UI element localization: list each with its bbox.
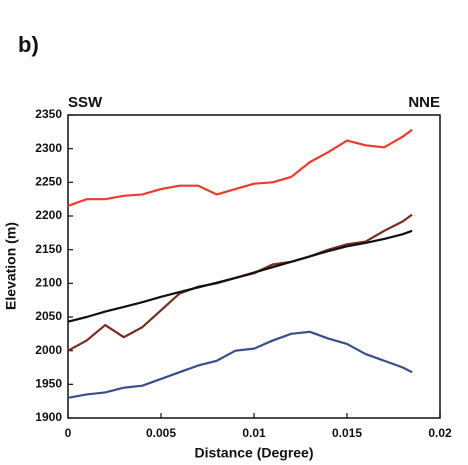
y-tick-label: 2100 <box>35 276 62 290</box>
x-axis-label: Distance (Degree) <box>194 445 313 461</box>
x-tick-label: 0.02 <box>428 426 452 440</box>
y-tick-label: 1900 <box>35 410 62 424</box>
y-tick-label: 2300 <box>35 141 62 155</box>
y-tick-label: 1950 <box>35 377 62 391</box>
y-tick-label: 2350 <box>35 107 62 121</box>
series-line <box>67 330 413 399</box>
series-line <box>67 229 413 323</box>
y-axis-label: Elevation (m) <box>3 222 19 310</box>
x-tick-label: 0.015 <box>332 426 362 440</box>
right-label: NNE <box>408 94 440 111</box>
x-tick-label: 0.005 <box>146 426 176 440</box>
y-tick-label: 2150 <box>35 242 62 256</box>
plot-frame <box>67 114 441 419</box>
series-line <box>67 213 413 352</box>
x-tick-label: 0 <box>65 426 72 440</box>
y-tick-label: 2200 <box>35 208 62 222</box>
chart-title: b) <box>18 32 39 57</box>
x-tick-label: 0.01 <box>242 426 266 440</box>
series-line <box>67 128 413 207</box>
y-tick-label: 2000 <box>35 343 62 357</box>
left-label: SSW <box>68 94 103 111</box>
y-tick-label: 2250 <box>35 175 62 189</box>
y-tick-label: 2050 <box>35 309 62 323</box>
